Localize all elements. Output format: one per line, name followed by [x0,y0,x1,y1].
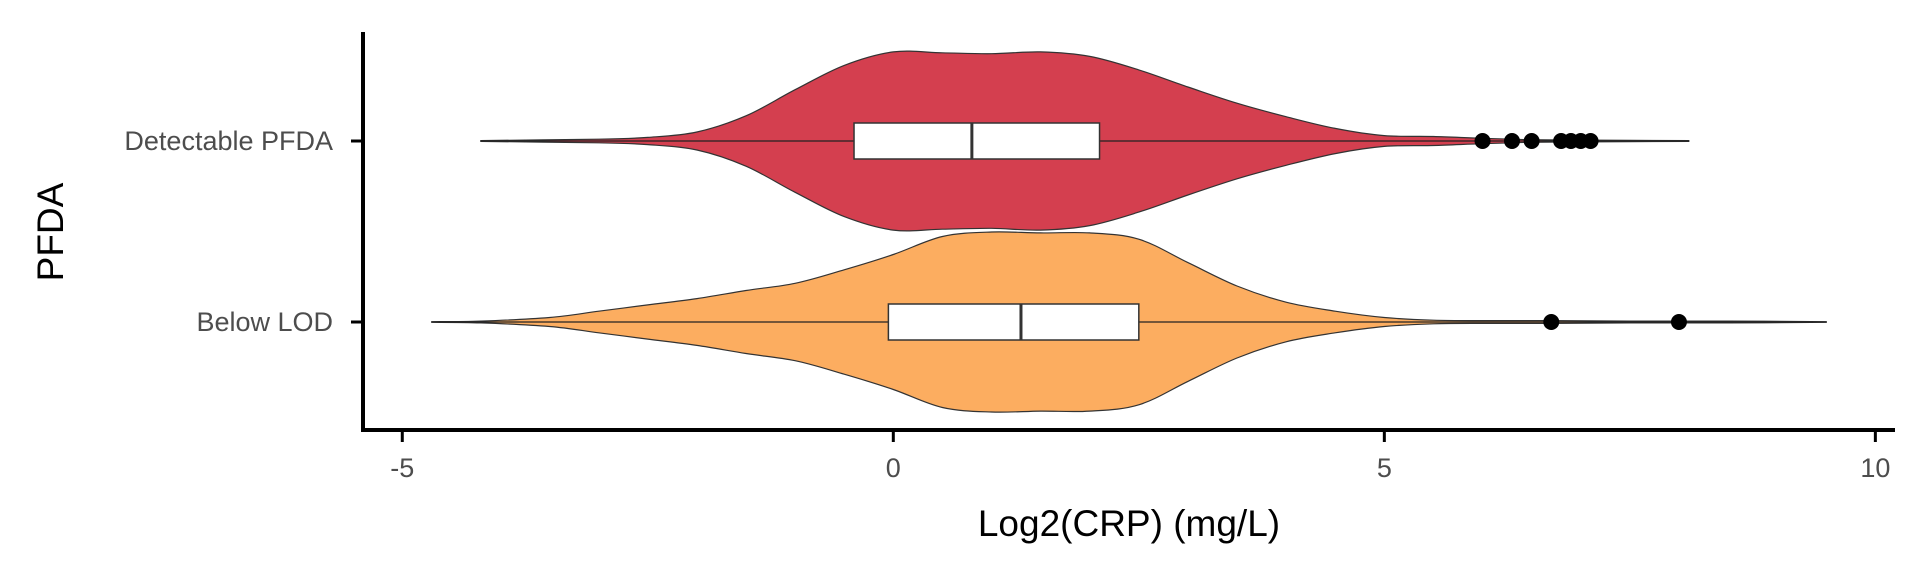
y-axis-title: PFDA [30,182,71,281]
outlier-point [1543,314,1560,330]
x-axis-title: Log2(CRP) (mg/L) [978,503,1280,544]
x-tick-label: 0 [886,453,901,483]
outlier-point [1504,133,1520,149]
y-axis-ticks: Detectable PFDA Below LOD [124,126,361,337]
violin-group-1 [431,231,1827,413]
y-tick-label: Below LOD [196,307,333,337]
x-axis-ticks: -5 0 5 10 [390,432,1890,483]
box-iqr [887,303,1140,341]
outlier-point [1474,133,1491,149]
x-tick-label: 5 [1377,453,1392,483]
violin-group-0 [480,50,1690,232]
outlier-point [1523,133,1540,149]
plot-area [431,50,1827,413]
x-tick-label: 10 [1860,453,1890,483]
box-iqr [853,122,1101,160]
y-tick-label: Detectable PFDA [124,126,333,156]
outlier-point [1670,314,1687,330]
outlier-point [1582,133,1599,149]
x-tick-label: -5 [390,453,414,483]
